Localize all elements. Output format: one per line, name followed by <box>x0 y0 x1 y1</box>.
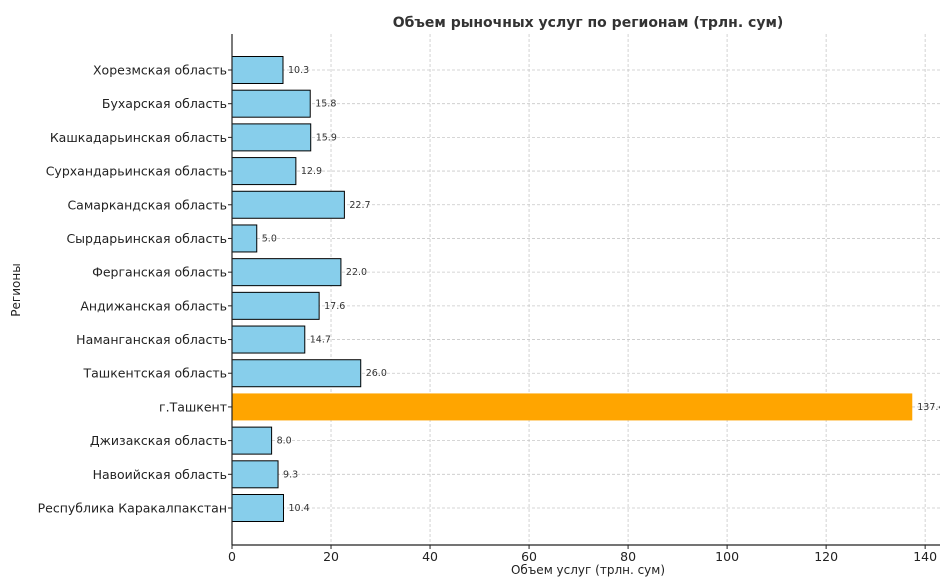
category-label: Навоийская область <box>93 467 227 482</box>
x-tick-label: 40 <box>422 549 438 564</box>
category-label: Ферганская область <box>92 265 227 280</box>
bar-value-label: 22.7 <box>349 200 370 211</box>
bars-group <box>231 56 913 522</box>
grid-lines <box>232 34 940 545</box>
bar-value-label: 22.0 <box>346 267 367 278</box>
bar <box>231 258 342 287</box>
bar <box>231 359 362 388</box>
bar-value-label: 17.6 <box>324 301 345 312</box>
bar-value-label: 10.4 <box>288 503 309 514</box>
bar <box>231 224 258 253</box>
x-tick-label: 0 <box>228 549 236 564</box>
category-label: Республика Каракалпакстан <box>38 501 227 516</box>
bar-value-label: 8.0 <box>277 436 292 447</box>
category-label: Сырдарьинская область <box>66 231 227 246</box>
category-labels-group: Хорезмская область Бухарская область Кашка… <box>38 63 232 516</box>
bar-value-label: 15.9 <box>316 132 337 143</box>
bar <box>231 426 273 455</box>
category-label: Андижанская область <box>80 298 227 313</box>
x-axis-label: Объем услуг (трлн. сум) <box>511 563 665 577</box>
bar <box>231 494 284 522</box>
category-label: Самаркандская область <box>67 197 227 212</box>
bar <box>231 190 345 219</box>
bar <box>231 123 312 152</box>
x-tick-label: 80 <box>620 549 636 564</box>
bar <box>231 89 311 118</box>
x-tick-label: 60 <box>521 549 537 564</box>
category-label: г.Ташкент <box>159 399 227 414</box>
x-ticks-group: 0 20 40 60 80 100 120 140 <box>228 545 937 564</box>
bar-value-label: 12.9 <box>301 166 322 177</box>
bar-value-label: 26.0 <box>366 368 387 379</box>
category-label: Наманганская область <box>76 332 227 347</box>
category-label: Кашкадарьинская область <box>50 130 227 145</box>
bar <box>231 56 284 84</box>
category-label: Джизакская область <box>90 433 227 448</box>
bar-value-label: 14.7 <box>310 335 331 346</box>
bar <box>231 460 279 489</box>
y-axis-label: Регионы <box>9 263 23 316</box>
bar <box>231 157 297 186</box>
bar-value-label: 5.0 <box>262 233 277 244</box>
bar-value-label: 10.3 <box>288 65 309 76</box>
x-tick-label: 140 <box>913 549 937 564</box>
chart-title: Объем рыночных услуг по регионам (трлн. … <box>393 15 784 31</box>
x-tick-label: 100 <box>715 549 739 564</box>
x-tick-label: 120 <box>814 549 838 564</box>
category-label: Сурхандарьинская область <box>46 164 227 179</box>
bar <box>231 291 320 320</box>
category-label: Бухарская область <box>102 96 227 111</box>
value-labels-group: 10.3 15.8 15.9 12.9 22.7 5.0 22.0 17.6 14.7 26.0 1… <box>262 65 940 514</box>
bar <box>232 393 913 421</box>
bar <box>231 325 306 354</box>
bar-value-label: 137.4 <box>917 402 940 413</box>
bar-value-label: 15.8 <box>315 99 336 110</box>
category-label: Хорезмская область <box>93 63 227 78</box>
bar-value-label: 9.3 <box>283 469 298 480</box>
x-tick-label: 20 <box>323 549 339 564</box>
category-label: Ташкентская область <box>82 366 227 381</box>
